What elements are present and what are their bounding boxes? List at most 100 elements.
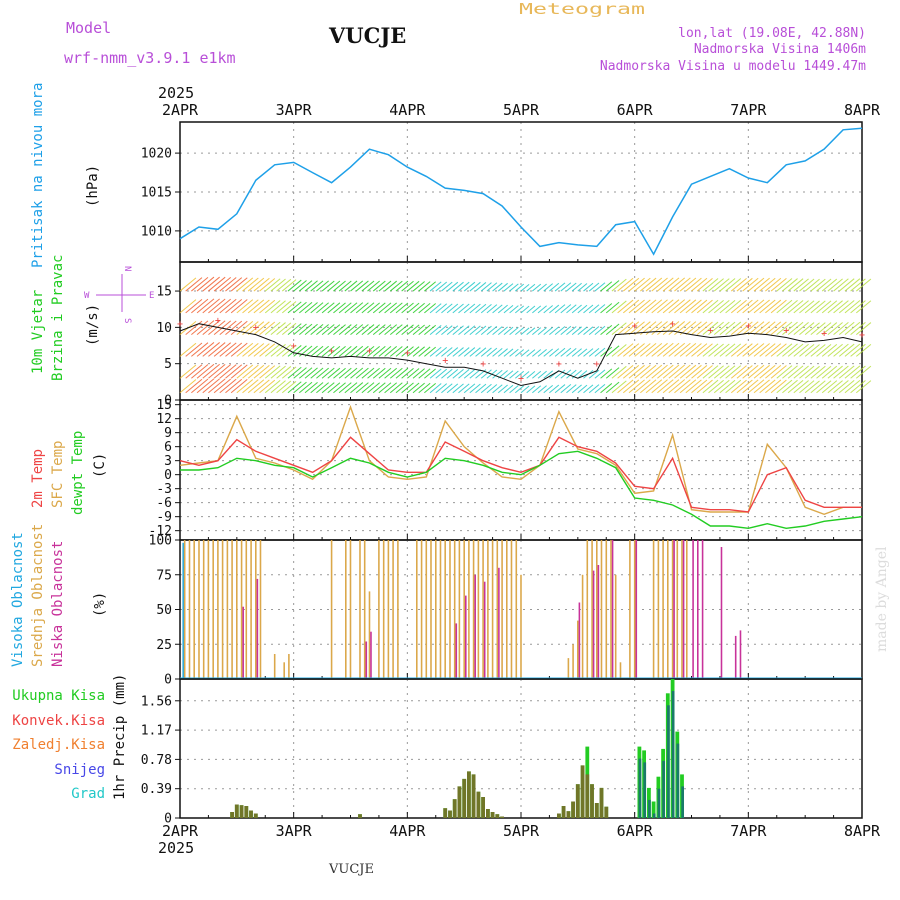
wind-gust-marker: + — [556, 359, 562, 370]
wind-barb — [782, 379, 798, 394]
wind-barb — [321, 345, 335, 357]
wind-label-1: 10m Vjetar — [30, 290, 46, 374]
wind-barb — [384, 367, 398, 379]
wind-barb — [350, 382, 364, 394]
wind-barb — [424, 346, 437, 357]
precip-convective-bar — [590, 784, 594, 818]
wind-barb — [208, 378, 226, 394]
wind-barb — [708, 343, 724, 357]
wind-barb — [594, 369, 606, 379]
wind-barb — [367, 382, 380, 394]
wind-barb — [759, 277, 776, 292]
wind-barb — [691, 343, 708, 357]
wind-barb — [316, 302, 329, 314]
precip-convective-bar — [244, 806, 249, 818]
cloud-bar — [635, 540, 638, 679]
wind-barb — [185, 342, 203, 357]
cloud-bar — [188, 540, 191, 679]
precip-convective-bar — [557, 813, 561, 818]
cloud-bar — [572, 644, 574, 680]
wind-barb — [827, 343, 843, 357]
wind-barb — [549, 282, 560, 292]
wind-gust-marker: + — [632, 321, 638, 332]
wind-barb — [469, 383, 481, 394]
precip-snow-bar — [671, 691, 675, 818]
wind-barb — [838, 343, 855, 357]
wind-barb — [759, 321, 776, 336]
wind-barb — [543, 370, 553, 379]
precip-snow-bar — [667, 705, 670, 818]
wind-barb — [191, 298, 209, 314]
wind-barb — [719, 343, 736, 357]
wind-barb — [827, 322, 843, 336]
wind-barb — [804, 322, 820, 336]
wind-barb — [395, 382, 409, 394]
wind-barb — [850, 322, 866, 336]
wind-barb — [543, 305, 553, 314]
wind-barb — [571, 282, 582, 292]
wind-barb — [310, 280, 324, 292]
wind-barb — [594, 304, 606, 314]
wind-barb — [526, 370, 536, 379]
wind-barb — [566, 282, 577, 292]
cloud-bar — [458, 540, 461, 679]
wind-gust-marker: + — [442, 355, 448, 366]
wind-barb — [304, 302, 318, 314]
wind-barb — [514, 327, 525, 336]
wind-barb — [810, 365, 826, 379]
wind-barb — [338, 324, 352, 336]
wind-barb — [225, 342, 243, 357]
wind-barb — [532, 305, 542, 314]
wind-barb — [799, 343, 815, 357]
cloud-bar — [610, 540, 612, 679]
wind-barb — [782, 321, 798, 336]
wind-barb — [554, 304, 566, 314]
wind-barb — [605, 301, 620, 314]
wind-barb — [281, 366, 297, 379]
cloud-bar — [487, 540, 489, 679]
wind-barb — [753, 299, 770, 314]
precip-convective-bar — [575, 784, 580, 818]
wind-barb — [230, 364, 248, 379]
wind-barb — [622, 321, 640, 336]
wind-barb — [696, 299, 713, 314]
wind-barb — [486, 347, 498, 357]
wind-barb — [844, 379, 861, 394]
wind-barb — [600, 383, 613, 394]
wind-barb — [736, 277, 753, 292]
wind-barb — [372, 324, 386, 336]
wind-barb — [611, 322, 627, 336]
wind-barb — [691, 277, 708, 292]
wind-barb — [389, 346, 403, 357]
wind-barb — [543, 348, 553, 357]
wind-barb — [463, 303, 476, 314]
cloud-bar — [439, 540, 442, 679]
cloud-bar — [629, 540, 631, 679]
precip-convective-bar — [462, 778, 467, 818]
wind-barb — [384, 302, 398, 314]
wind-barb — [407, 280, 420, 292]
wind-barb — [395, 346, 409, 357]
wind-barb — [628, 364, 645, 379]
wind-barb — [407, 368, 420, 379]
wind-barb — [793, 343, 809, 357]
wind-barb — [685, 321, 702, 336]
wind-barb — [429, 368, 442, 379]
wind-barb — [532, 327, 542, 336]
wind-barb — [821, 300, 838, 314]
compass-n: N — [122, 266, 132, 271]
cloud-bar — [444, 540, 446, 679]
wind-barb — [401, 280, 414, 292]
wind-barb — [855, 365, 872, 379]
precip-convective-bar — [571, 801, 575, 818]
compass-e: E — [149, 291, 154, 301]
wind-barb — [657, 379, 674, 394]
wind-barb — [304, 367, 318, 379]
precip-convective-bar — [599, 787, 604, 818]
wind-barb — [804, 300, 820, 314]
wind-barb — [304, 280, 318, 292]
wind-barb — [696, 365, 713, 379]
wind-barb — [321, 382, 335, 394]
wind-barb — [662, 277, 680, 292]
wind-barb — [855, 322, 872, 336]
